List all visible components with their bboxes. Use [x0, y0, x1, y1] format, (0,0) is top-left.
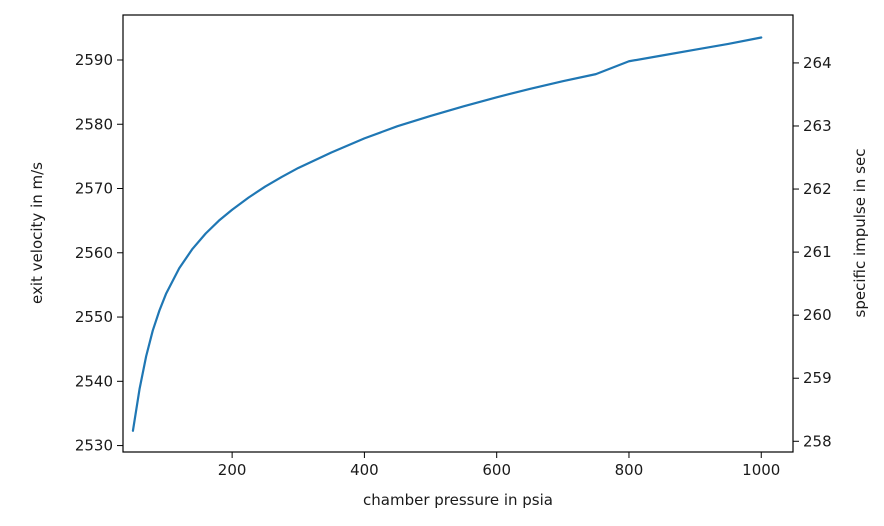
y-right-tick-label: 261 [803, 243, 832, 261]
x-axis-ticks: 200 400 600 800 1000 [218, 452, 780, 479]
y-axis-right-ticks: 258 259 260 261 262 263 264 [793, 54, 832, 450]
plot-area [122, 14, 794, 453]
series-line [131, 36, 763, 432]
y-right-tick-label: 262 [803, 180, 832, 198]
x-tick-label: 600 [482, 461, 511, 479]
x-tick-label: 200 [218, 461, 247, 479]
y-tick-label: 2570 [75, 180, 113, 198]
y-tick-label: 2530 [75, 437, 113, 455]
y-tick-label: 2580 [75, 115, 113, 133]
y-tick-label: 2550 [75, 308, 113, 326]
y-tick-label: 2560 [75, 244, 113, 262]
y-axis-left-label: exit velocity in m/s [28, 162, 46, 304]
x-tick-label: 400 [350, 461, 379, 479]
x-tick-label: 1000 [742, 461, 780, 479]
series-layer [131, 36, 763, 432]
y-right-tick-label: 264 [803, 54, 832, 72]
y-axis-right-label: specific impulse in sec [851, 149, 869, 318]
y-tick-label: 2540 [75, 372, 113, 390]
y-right-tick-label: 258 [803, 432, 832, 450]
y-right-tick-label: 259 [803, 369, 832, 387]
y-tick-label: 2590 [75, 51, 113, 69]
y-axis-left-ticks: 2530 2540 2550 2560 2570 2580 2590 [75, 51, 123, 455]
x-tick-label: 800 [615, 461, 644, 479]
y-right-tick-label: 263 [803, 117, 832, 135]
x-axis-label: chamber pressure in psia [363, 491, 553, 509]
y-right-tick-label: 260 [803, 306, 832, 324]
